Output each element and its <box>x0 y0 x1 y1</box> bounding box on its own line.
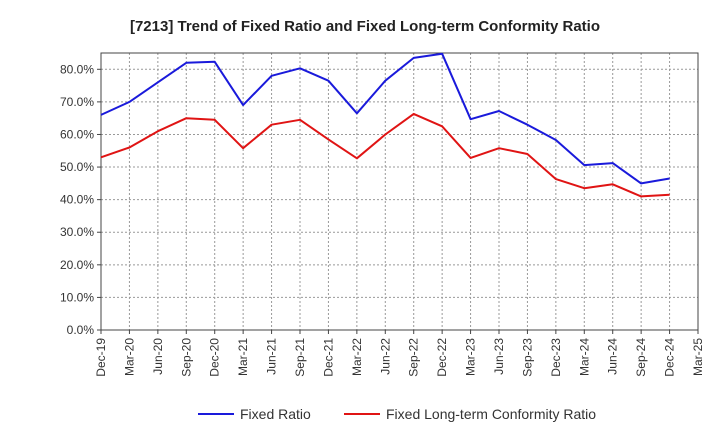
x-tick-label: Mar-22 <box>350 338 364 376</box>
x-tick-label: Sep-23 <box>520 338 534 377</box>
x-tick-label: Jun-20 <box>151 338 165 375</box>
x-tick-label: Jun-24 <box>606 338 620 375</box>
x-tick-label: Sep-20 <box>179 338 193 377</box>
x-tick-label: Dec-23 <box>549 338 563 377</box>
grid <box>101 53 698 331</box>
x-tick-label: Sep-22 <box>407 338 421 377</box>
x-tick-label: Sep-21 <box>293 338 307 377</box>
y-tick-label: 50.0% <box>60 160 94 174</box>
x-tick-label: Jun-21 <box>265 338 279 375</box>
x-tick-label: Mar-21 <box>236 338 250 376</box>
x-tick-label: Dec-20 <box>208 338 222 377</box>
series-line-fixed-long-term-conformity-ratio <box>100 112 670 198</box>
y-tick-label: 60.0% <box>60 127 94 141</box>
x-tick-label: Jun-23 <box>492 338 506 375</box>
y-tick-label: 30.0% <box>60 225 94 239</box>
x-axis: Dec-19 Mar-20 Jun-20 Sep-20 Dec-20 Mar-21 Jun-… <box>94 330 705 377</box>
series-line-fixed-ratio <box>100 52 670 185</box>
x-tick-label: Mar-20 <box>122 338 136 376</box>
legend-label: Fixed Long-term Conformity Ratio <box>386 406 596 422</box>
y-tick-label: 10.0% <box>60 290 94 304</box>
legend: Fixed Ratio Fixed Long-term Conformity Ra… <box>198 406 596 422</box>
x-tick-label: Dec-22 <box>435 338 449 377</box>
chart-title: [7213] Trend of Fixed Ratio and Fixed Lo… <box>130 18 600 35</box>
x-tick-label: Jun-22 <box>378 338 392 375</box>
y-tick-label: 0.0% <box>67 323 95 337</box>
y-axis: 0.0% 10.0% 20.0% 30.0% 40.0% 50.0% 60.0% 70.0% 8… <box>60 62 101 337</box>
x-tick-label: Mar-23 <box>464 338 478 376</box>
y-tick-label: 20.0% <box>60 258 94 272</box>
y-tick-label: 70.0% <box>60 95 94 109</box>
x-tick-label: Dec-21 <box>321 338 335 377</box>
x-tick-label: Mar-25 <box>691 338 705 376</box>
x-tick-label: Dec-24 <box>663 338 677 377</box>
x-tick-label: Dec-19 <box>94 338 108 377</box>
legend-label: Fixed Ratio <box>240 406 311 422</box>
y-tick-label: 80.0% <box>60 62 94 76</box>
x-tick-label: Sep-24 <box>634 338 648 377</box>
plot-area-border <box>100 52 699 331</box>
series-lines <box>100 52 670 198</box>
y-tick-label: 40.0% <box>60 193 94 207</box>
x-tick-label: Mar-24 <box>577 338 591 376</box>
